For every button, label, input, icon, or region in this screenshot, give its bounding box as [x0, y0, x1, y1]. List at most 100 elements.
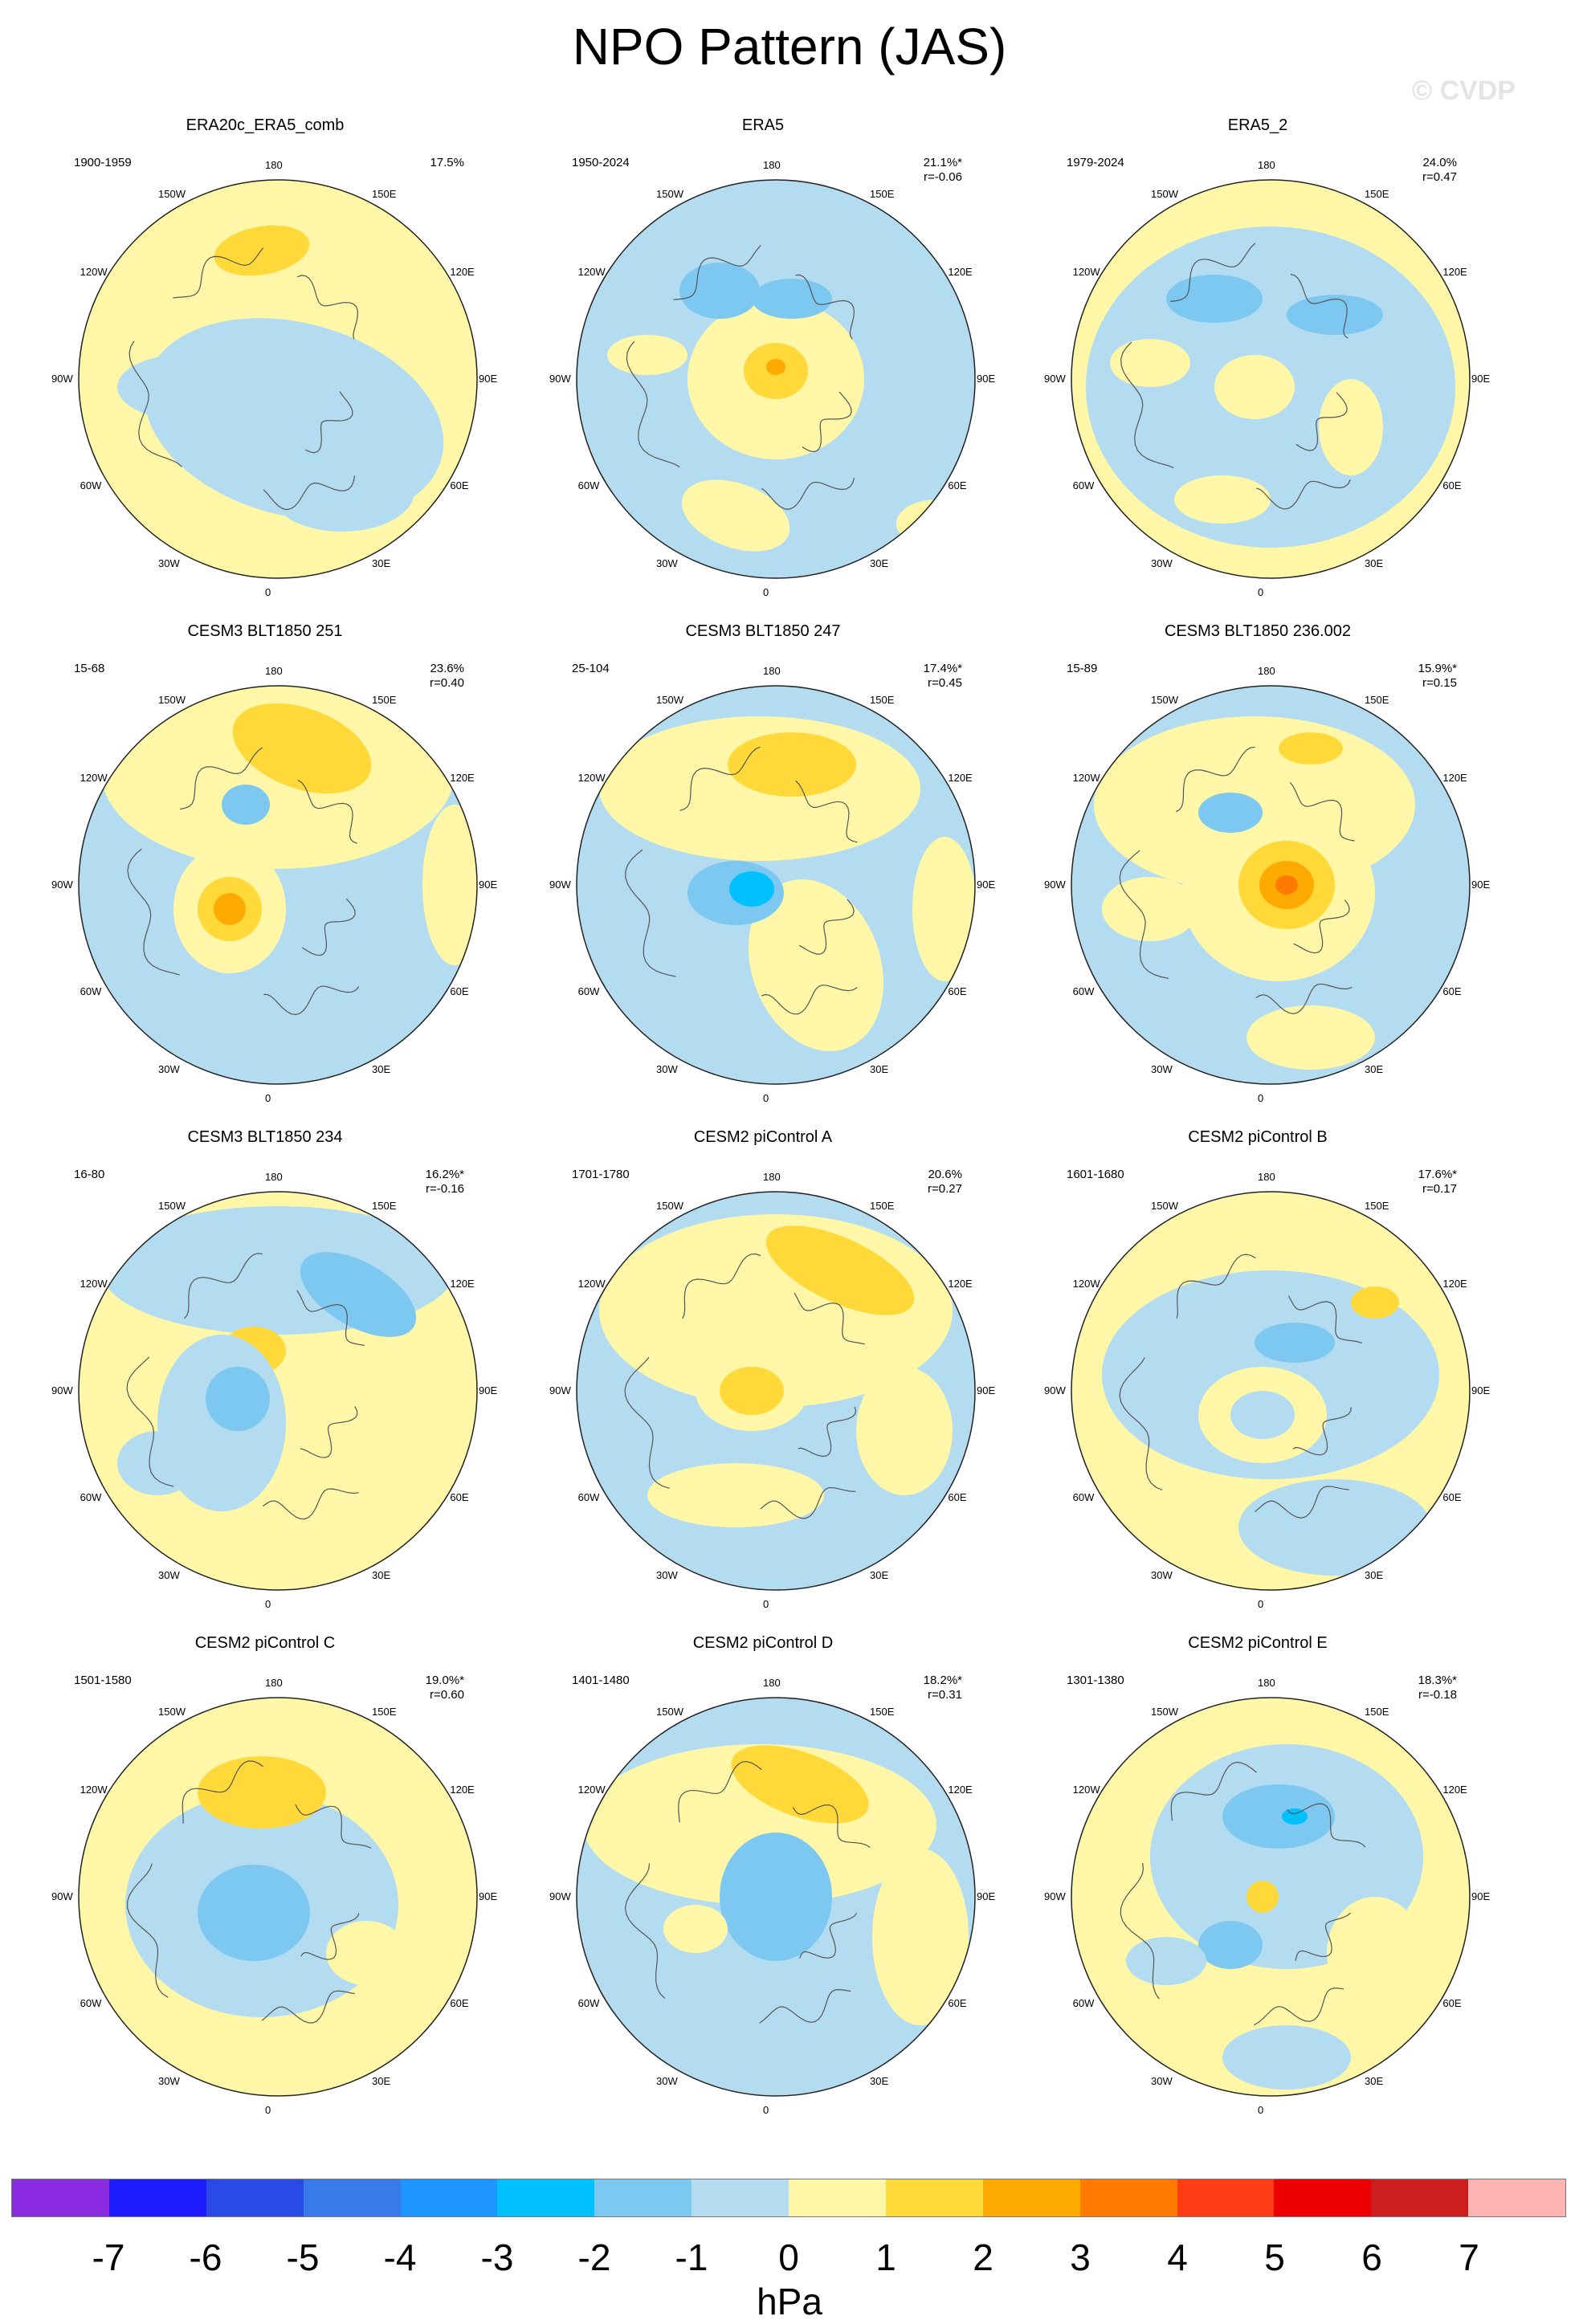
colorbar-swatch: [206, 2179, 304, 2216]
longitude-label: 30W: [656, 2075, 678, 2088]
pattern-correlation: r=0.15: [1422, 676, 1457, 690]
variance-percent: 17.6%*: [1418, 1168, 1457, 1181]
map-panel: CESM3 BLT1850 234 16-80 16.2%* r=-0.16 180 15…: [40, 1127, 497, 1610]
variance-percent: 18.3%*: [1418, 1674, 1457, 1687]
longitude-label: 180: [1258, 665, 1275, 677]
polar-map: [576, 179, 976, 579]
panel-title: CESM3 BLT1850 236.002: [1164, 622, 1351, 640]
longitude-label: 180: [265, 159, 283, 171]
longitude-label: 60W: [1072, 1997, 1095, 2009]
panel-variance: 15.9%* r=0.15: [1418, 662, 1457, 691]
anomaly-contour: [270, 451, 414, 532]
longitude-label: 90E: [479, 373, 498, 385]
anomaly-contour: [720, 1833, 832, 1961]
longitude-label: 90E: [479, 1384, 498, 1396]
longitude-label: 60W: [80, 1997, 102, 2009]
longitude-label: 60W: [577, 479, 600, 491]
anomaly-contour: [1327, 1897, 1423, 2009]
anomaly-contour: [1214, 355, 1295, 419]
colorbar-swatch: [1371, 2179, 1469, 2216]
longitude-label: 120W: [1072, 1784, 1100, 1796]
map-panel: CESM2 piControl E 1301-1380 18.3%* r=-0.18 1…: [1033, 1633, 1490, 2116]
anomaly-contour: [1222, 2025, 1351, 2090]
anomaly-contour: [1282, 1808, 1308, 1825]
longitude-label: 60E: [1442, 1491, 1462, 1503]
longitude-label: 180: [763, 1171, 781, 1183]
anomaly-contour: [856, 1367, 953, 1495]
longitude-label: 120E: [450, 1784, 475, 1796]
colorbar-swatch: [1079, 2179, 1177, 2216]
panel-title: CESM2 piControl B: [1188, 1128, 1328, 1146]
anomaly-contour: [720, 1367, 784, 1415]
longitude-label: 150E: [372, 1199, 397, 1212]
panel-years: 1401-1480: [572, 1674, 630, 1687]
longitude-label: 0: [1258, 1598, 1264, 1610]
longitude-label: 90W: [549, 879, 571, 891]
panel-years: 1900-1959: [74, 156, 132, 169]
colorbar-swatch: [1177, 2179, 1275, 2216]
panel-title: CESM2 piControl D: [692, 1634, 834, 1652]
colorbar: [11, 2179, 1566, 2217]
map-panel: ERA5 1950-2024 21.1%* r=-0.06 180 150E 120E 90E…: [538, 116, 995, 598]
longitude-label: 90E: [977, 1890, 996, 1902]
longitude-label: 0: [1258, 1092, 1264, 1104]
longitude-label: 150W: [656, 1199, 683, 1212]
colorbar-tick-label: 2: [973, 2236, 994, 2278]
anomaly-contour: [647, 1463, 824, 1527]
polar-map: [78, 179, 478, 579]
longitude-label: 30E: [870, 2075, 889, 2088]
longitude-label: 120E: [1442, 772, 1467, 784]
colorbar-tick-label: -5: [286, 2236, 320, 2278]
anomaly-contour: [1246, 1005, 1375, 1070]
longitude-label: 60E: [1442, 985, 1462, 997]
longitude-label: 150W: [158, 187, 186, 200]
longitude-label: 30E: [1365, 557, 1384, 570]
watermark: © CVDP: [1412, 75, 1516, 106]
longitude-label: 120W: [80, 266, 108, 278]
longitude-label: 150W: [1151, 693, 1178, 706]
longitude-label: 90E: [479, 1890, 498, 1902]
panel-variance: 16.2%* r=-0.16: [426, 1168, 464, 1197]
longitude-label: 120W: [80, 1278, 108, 1290]
longitude-label: 60E: [450, 479, 469, 491]
anomaly-contour: [1287, 295, 1383, 335]
polar-map: [1071, 1697, 1471, 2097]
colorbar-tick-label: -3: [480, 2236, 514, 2278]
longitude-label: 0: [763, 1092, 769, 1104]
longitude-label: 30E: [372, 1063, 391, 1076]
longitude-label: 90E: [977, 879, 996, 891]
longitude-label: 60W: [1072, 985, 1095, 997]
polar-map: [78, 1191, 478, 1591]
anomaly-contour: [214, 893, 246, 925]
longitude-label: 120W: [577, 1278, 606, 1290]
panel-years: 15-68: [74, 662, 105, 675]
map-border: [78, 685, 478, 1085]
longitude-label: 180: [265, 1677, 283, 1689]
longitude-label: 120E: [948, 1784, 973, 1796]
longitude-label: 0: [763, 2104, 769, 2116]
longitude-label: 60E: [948, 1491, 967, 1503]
map-panel: CESM2 piControl B 1601-1680 17.6%* r=0.17 18…: [1033, 1127, 1490, 1610]
coastline: [1119, 1254, 1362, 1519]
colorbar-tick-label: -6: [189, 2236, 222, 2278]
colorbar-swatch: [497, 2179, 595, 2216]
longitude-label: 150W: [1151, 187, 1178, 200]
longitude-label: 120E: [450, 266, 475, 278]
polar-map: [1071, 179, 1471, 579]
longitude-label: 30W: [158, 557, 180, 570]
anomaly-contour: [1275, 875, 1298, 895]
longitude-label: 90W: [1044, 1384, 1066, 1396]
map-border: [576, 1191, 976, 1591]
colorbar-swatch: [982, 2179, 1080, 2216]
longitude-label: 30W: [1151, 557, 1173, 570]
map-panel: ERA20c_ERA5_comb 1900-1959 17.5% 180 150E 120…: [40, 116, 497, 598]
longitude-label: 90E: [1471, 879, 1491, 891]
anomaly-contour: [206, 1367, 270, 1431]
anomaly-contour: [1102, 877, 1198, 941]
longitude-label: 30E: [372, 557, 391, 570]
longitude-label: 120E: [1442, 1278, 1467, 1290]
colorbar-tick-label: 3: [1070, 2236, 1091, 2278]
longitude-label: 90W: [51, 1384, 73, 1396]
panel-years: 1950-2024: [572, 156, 630, 169]
coastline: [127, 747, 360, 1016]
